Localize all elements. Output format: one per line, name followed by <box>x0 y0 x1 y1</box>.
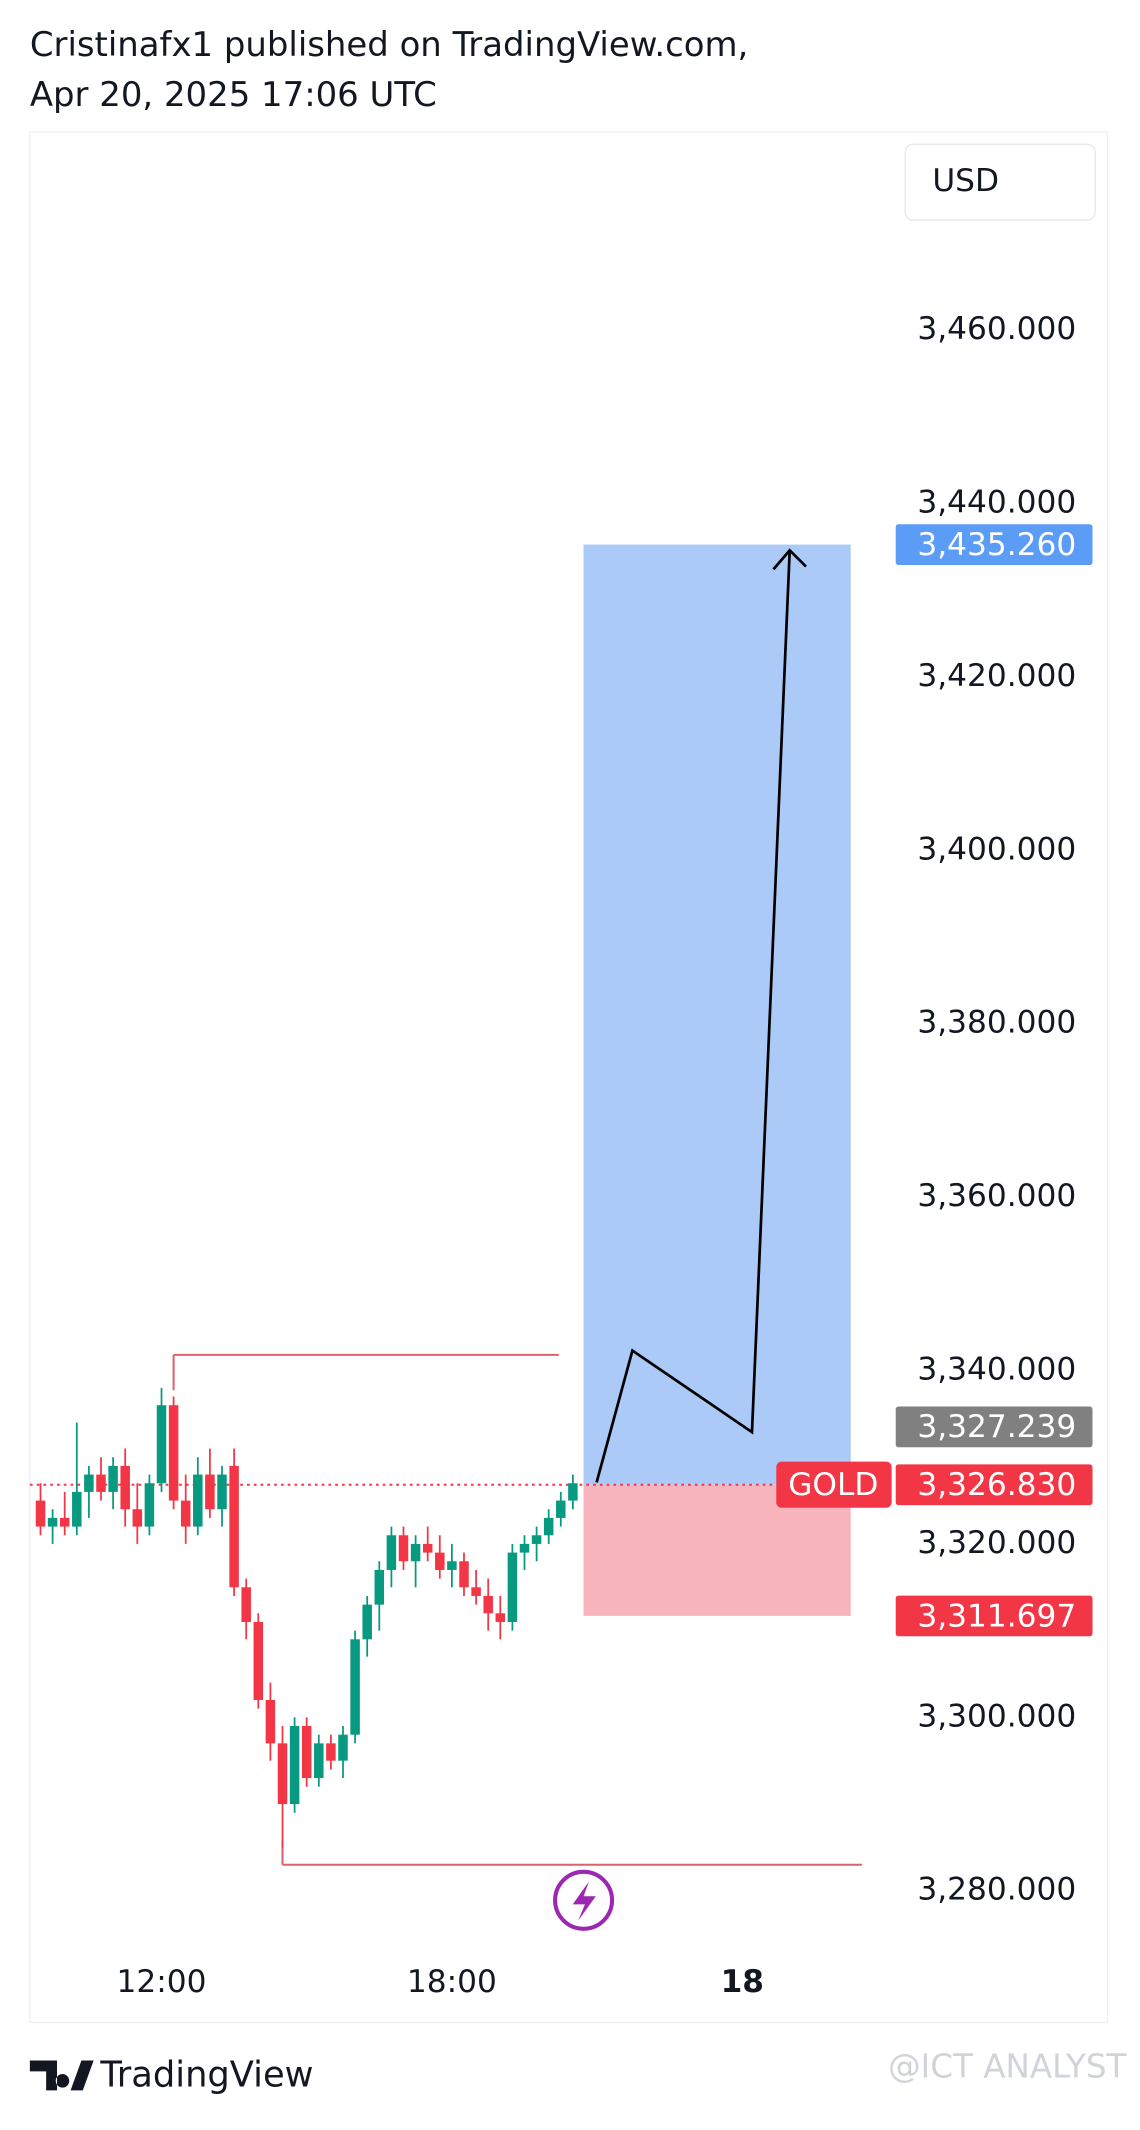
date: Apr 20, 2025 17:06 UTC <box>30 75 437 114</box>
profit-zone <box>583 544 851 1485</box>
projection-path <box>595 550 792 1483</box>
y-tick-label: 3,320.000 <box>917 1525 1076 1561</box>
candle-body <box>350 1639 360 1735</box>
candle-body <box>205 1474 215 1510</box>
candle-body <box>241 1587 251 1622</box>
candle-body <box>447 1561 457 1570</box>
candle-body <box>108 1465 118 1492</box>
price-label: 3,326.830 <box>917 1467 1076 1503</box>
y-tick-label: 3,440.000 <box>917 484 1076 520</box>
candle-body <box>265 1699 276 1744</box>
candle-body <box>132 1509 143 1527</box>
bolt <box>572 1881 596 1921</box>
candle-body <box>543 1517 554 1536</box>
price-label-box <box>895 1464 1093 1506</box>
y-tick-label: 3,400.000 <box>917 831 1076 867</box>
candle-body <box>386 1535 397 1570</box>
chart-frame <box>29 131 1109 2024</box>
y-tick-label: 3,460.000 <box>917 311 1076 347</box>
candle-body <box>495 1613 506 1622</box>
y-tick-label: 3,300.000 <box>917 1698 1076 1734</box>
candle-body <box>374 1569 385 1605</box>
candle-body <box>398 1535 409 1562</box>
candle-body <box>422 1543 433 1553</box>
x-tick-label: 12:00 <box>117 1964 207 2000</box>
candle-body <box>229 1465 239 1588</box>
x-tick-label: 18:00 <box>407 1964 497 2000</box>
plot: 3,280.000 3,300.000 3,320.000 3,340.000 3,36… <box>29 311 1093 2000</box>
y-tick-label: 3,420.000 <box>917 658 1076 694</box>
candle-body <box>96 1474 106 1492</box>
candle-body <box>156 1405 167 1484</box>
price-label-box <box>895 1595 1093 1637</box>
watermark: @ICT ANALYST <box>888 2048 1126 2086</box>
candle-body <box>168 1405 179 1501</box>
candle-body <box>72 1491 82 1527</box>
candle-body <box>35 1500 46 1527</box>
candle-body <box>253 1621 264 1700</box>
price-label-box <box>895 524 1093 565</box>
candle-body <box>47 1517 58 1527</box>
symbol-box <box>776 1461 892 1508</box>
price-label: 3,311.697 <box>917 1598 1076 1634</box>
candle-body <box>59 1517 70 1527</box>
brand: TradingView <box>99 2055 313 2096</box>
candle-body <box>362 1604 372 1640</box>
y-tick-label: 3,280.000 <box>917 1872 1076 1908</box>
candle-body <box>180 1500 191 1527</box>
symbol-label: GOLD <box>788 1467 878 1503</box>
candle-body <box>471 1587 481 1596</box>
currency: USD <box>932 163 999 199</box>
candle-body <box>277 1743 288 1805</box>
price-label: 3,435.260 <box>917 527 1076 563</box>
arrow-head <box>772 548 807 571</box>
x-tick-label: 18 <box>721 1964 764 2000</box>
candle-body <box>314 1743 324 1779</box>
candle-body <box>459 1561 469 1588</box>
candle-body <box>301 1726 312 1779</box>
candle-body <box>531 1535 542 1544</box>
price-label-box <box>895 1406 1093 1448</box>
candle-body <box>193 1474 203 1527</box>
candle-body <box>326 1743 336 1761</box>
candle-body <box>435 1552 445 1570</box>
price-label: 3,327.239 <box>917 1409 1076 1445</box>
candle-body <box>483 1595 493 1614</box>
candle-body <box>289 1726 300 1805</box>
candle-body <box>217 1474 227 1510</box>
y-tick-label: 3,360.000 <box>917 1178 1076 1214</box>
candle-body <box>568 1483 578 1501</box>
candle-body <box>410 1543 421 1562</box>
candle-body <box>519 1543 530 1553</box>
tv-logo <box>29 2060 94 2091</box>
currency-box[interactable] <box>904 143 1096 221</box>
y-tick-label: 3,340.000 <box>917 1352 1076 1388</box>
candle-body <box>84 1474 94 1492</box>
y-tick-label: 3,380.000 <box>917 1005 1076 1041</box>
publisher: Cristinafx1 published on TradingView.com… <box>30 25 748 64</box>
candle-body <box>144 1483 155 1527</box>
candle-body <box>556 1500 566 1518</box>
candle-body <box>120 1465 130 1510</box>
candle-body <box>507 1552 518 1622</box>
candle-body <box>338 1734 348 1761</box>
